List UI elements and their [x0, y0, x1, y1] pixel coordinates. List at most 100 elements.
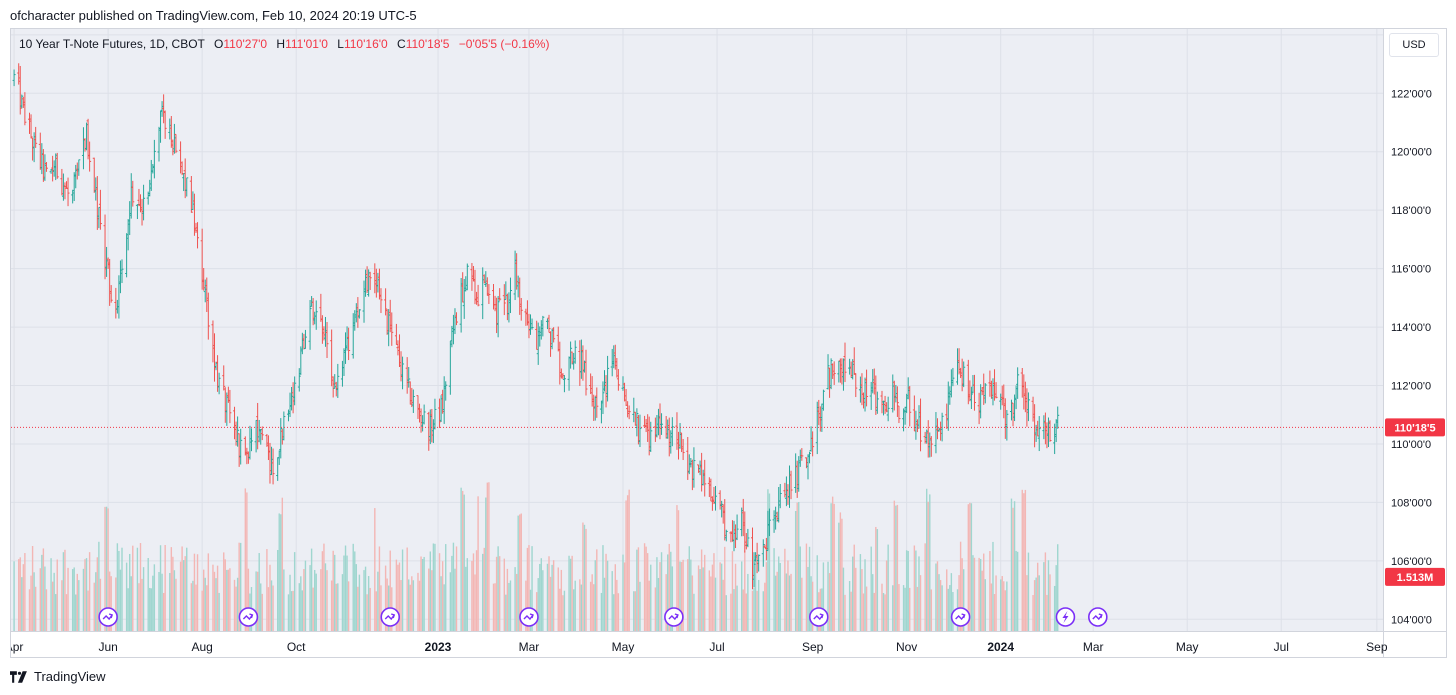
volume-bar [378, 546, 381, 631]
dividend-event-icon[interactable] [950, 607, 971, 627]
published-header: ofcharacter published on TradingView.com… [10, 8, 417, 23]
ohlc-bar [767, 508, 771, 537]
volume-bar [973, 557, 976, 631]
event-glyph-arrow [529, 613, 534, 619]
volume-bar [950, 573, 953, 631]
volume-bar [688, 546, 690, 631]
volume-bar [408, 579, 410, 631]
volume-bar [1006, 581, 1008, 631]
volume-bar [280, 514, 282, 631]
volume-bar [45, 589, 48, 631]
volume-bar [367, 576, 370, 631]
volume-bar [733, 589, 735, 631]
ohlc-bar [843, 342, 847, 383]
time-tick-label: Jul [709, 640, 724, 654]
dividend-event-icon[interactable] [238, 607, 259, 627]
volume-bar [697, 565, 700, 631]
volume-bar [465, 566, 467, 631]
volume-bar [1044, 552, 1047, 631]
volume-bar [175, 578, 177, 631]
volume-bar [725, 595, 727, 631]
currency-button[interactable]: USD [1389, 33, 1439, 57]
ohlc-bar [236, 416, 240, 447]
volume-bar [528, 545, 530, 631]
volume-bar [687, 559, 689, 631]
volume-bar [173, 570, 176, 631]
legend-high-label: H [276, 37, 286, 51]
ohlc-bar [293, 376, 297, 406]
dividend-event-icon[interactable] [98, 607, 118, 627]
ohlc-bar [757, 554, 761, 572]
volume-bar [967, 504, 970, 631]
volume-bar [93, 582, 95, 631]
volume-bar [75, 594, 77, 631]
volume-bar [563, 590, 566, 631]
legend-close-value: 110'18'5 [405, 37, 450, 51]
volume-bar [972, 555, 974, 631]
volume-bar [549, 576, 552, 631]
ohlc-bar [120, 259, 124, 284]
ohlc-bar [308, 300, 312, 350]
volume-bar [289, 574, 291, 631]
dividend-event-icon[interactable] [380, 607, 401, 627]
event-glyph-arrow [391, 613, 396, 619]
ohlc-bar [713, 485, 717, 511]
ohlc-bar [951, 367, 955, 387]
volume-bar [720, 563, 723, 631]
volume-bar [483, 547, 485, 631]
volume-bar [474, 574, 476, 631]
volume-bar [375, 591, 378, 631]
volume-bar [645, 546, 647, 631]
volume-bar [984, 579, 986, 631]
volume-bar [445, 544, 447, 631]
event-glyph [955, 614, 966, 621]
price-axis: 104'00'0 106'00'0 108'00'0 110'00'0 112'00'0… [1391, 88, 1432, 626]
chart-pane[interactable]: 104'00'0 106'00'0 108'00'0 110'00'0 112'00'0… [10, 28, 1447, 658]
event-glyph [384, 614, 395, 621]
ohlc-bar [994, 382, 998, 399]
volume-bar [643, 543, 646, 631]
time-tick-label: 2023 [425, 640, 452, 654]
dividend-event-icon[interactable] [808, 607, 829, 627]
volume-bar [236, 577, 239, 631]
volume-bar [492, 583, 495, 631]
volume-bar [417, 572, 419, 631]
volume-bar [990, 583, 993, 631]
ohlc-bar [185, 177, 189, 197]
event-glyph [1092, 614, 1103, 621]
ohlc-bar [98, 189, 102, 230]
volume-bar [751, 590, 754, 631]
event-glyph-arrow [108, 613, 114, 619]
volume-bar [887, 544, 889, 631]
volume-bar [477, 496, 479, 631]
ohlc-bar [206, 292, 210, 340]
ohlc-bar [908, 385, 912, 427]
legend-change: −0'05'5 (−0.16%) [458, 37, 550, 51]
volume-bar [471, 560, 473, 631]
price-chart[interactable]: 104'00'0 106'00'0 108'00'0 110'00'0 112'00'0… [11, 29, 1446, 657]
legend-open-label: O [214, 37, 224, 51]
ohlc-bar [1056, 406, 1060, 429]
event-circle [664, 607, 684, 627]
price-tick-label: 110'00'0 [1391, 439, 1431, 451]
symbol-legend: 10 Year T-Note Futures, 1D, CBOT O110'27… [19, 37, 549, 51]
footer-brand[interactable]: TradingView [10, 669, 106, 684]
ohlc-bar [260, 426, 264, 441]
ohlc-bar [724, 529, 728, 542]
volume-bar [881, 583, 883, 631]
volume-bar [170, 547, 173, 631]
volume-bar [870, 546, 872, 631]
volume-bar [105, 506, 108, 631]
dividend-event-icon[interactable] [664, 607, 684, 627]
volume-bar [623, 562, 626, 631]
dividend-event-icon[interactable] [519, 607, 539, 627]
dividend-event-icon[interactable] [1088, 607, 1108, 627]
volume-bar [164, 545, 166, 631]
volume-bar [962, 569, 965, 631]
volume-bar [719, 562, 721, 631]
volume-bar [343, 555, 345, 631]
volume-bar [67, 567, 69, 631]
volume-bar [366, 594, 368, 631]
volume-bar [330, 580, 333, 631]
earnings-event-icon[interactable] [1055, 607, 1076, 627]
